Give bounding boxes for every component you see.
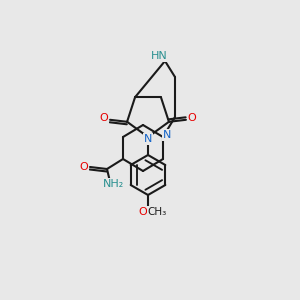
Text: NH₂: NH₂ [103,179,124,189]
Text: N: N [163,130,171,140]
Text: N: N [144,134,152,144]
Text: O: O [188,113,196,123]
Text: O: O [100,113,109,123]
Text: O: O [80,162,88,172]
Text: CH₃: CH₃ [147,207,167,217]
Text: HN: HN [151,51,167,61]
Text: O: O [139,207,147,217]
